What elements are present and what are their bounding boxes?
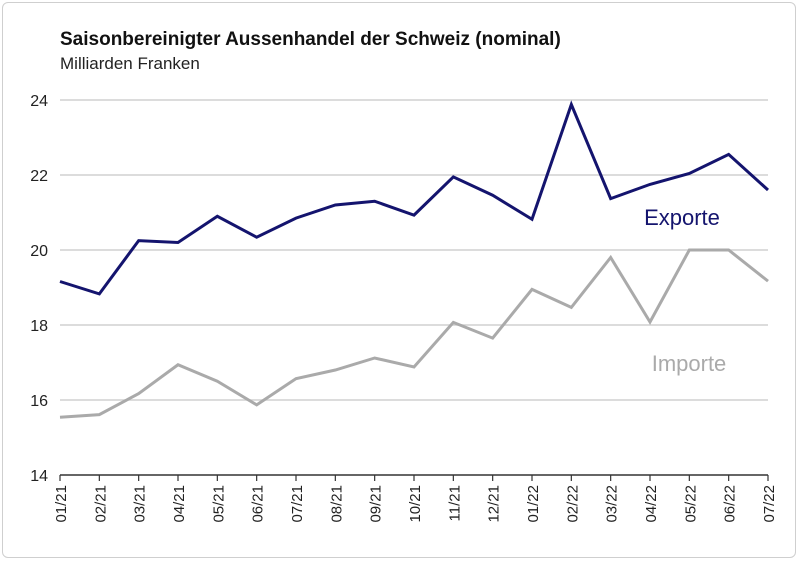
x-tick-label: 07/22 bbox=[761, 485, 778, 523]
x-tick-label: 05/21 bbox=[210, 485, 227, 523]
x-tick-label: 08/21 bbox=[328, 485, 345, 523]
x-tick-label: 09/21 bbox=[368, 485, 385, 523]
x-tick-label: 02/22 bbox=[564, 485, 581, 523]
series-label-importe: Importe bbox=[652, 351, 727, 376]
x-tick-label: 03/22 bbox=[604, 485, 621, 523]
y-tick-label: 22 bbox=[30, 168, 48, 185]
x-tick-label: 06/21 bbox=[250, 485, 267, 523]
chart-title: Saisonbereinigter Aussenhandel der Schwe… bbox=[60, 29, 561, 50]
y-tick-label: 18 bbox=[30, 318, 48, 335]
x-tick-label: 05/22 bbox=[682, 485, 699, 523]
series-line-exporte bbox=[59, 100, 770, 296]
x-tick-label: 02/21 bbox=[92, 485, 109, 523]
y-tick-label: 14 bbox=[30, 468, 48, 485]
series-line-importe bbox=[59, 248, 769, 419]
x-tick-label: 06/22 bbox=[722, 485, 739, 523]
x-tick-label: 10/21 bbox=[407, 485, 424, 523]
series-label-exporte: Exporte bbox=[644, 205, 720, 230]
x-tick-label: 01/22 bbox=[525, 485, 542, 523]
x-tick-label: 12/21 bbox=[486, 485, 503, 523]
x-tick-label: 04/21 bbox=[171, 485, 188, 523]
y-tick-label: 16 bbox=[30, 393, 48, 410]
y-tick-label: 20 bbox=[30, 243, 48, 260]
x-tick-label: 03/21 bbox=[132, 485, 149, 523]
x-tick-label: 01/21 bbox=[53, 485, 70, 523]
x-tick-label: 11/21 bbox=[446, 485, 463, 521]
x-tick-label: 04/22 bbox=[643, 485, 660, 523]
x-tick-label: 07/21 bbox=[289, 485, 306, 523]
chart-subtitle: Milliarden Franken bbox=[60, 54, 200, 73]
y-tick-label: 24 bbox=[30, 93, 48, 110]
